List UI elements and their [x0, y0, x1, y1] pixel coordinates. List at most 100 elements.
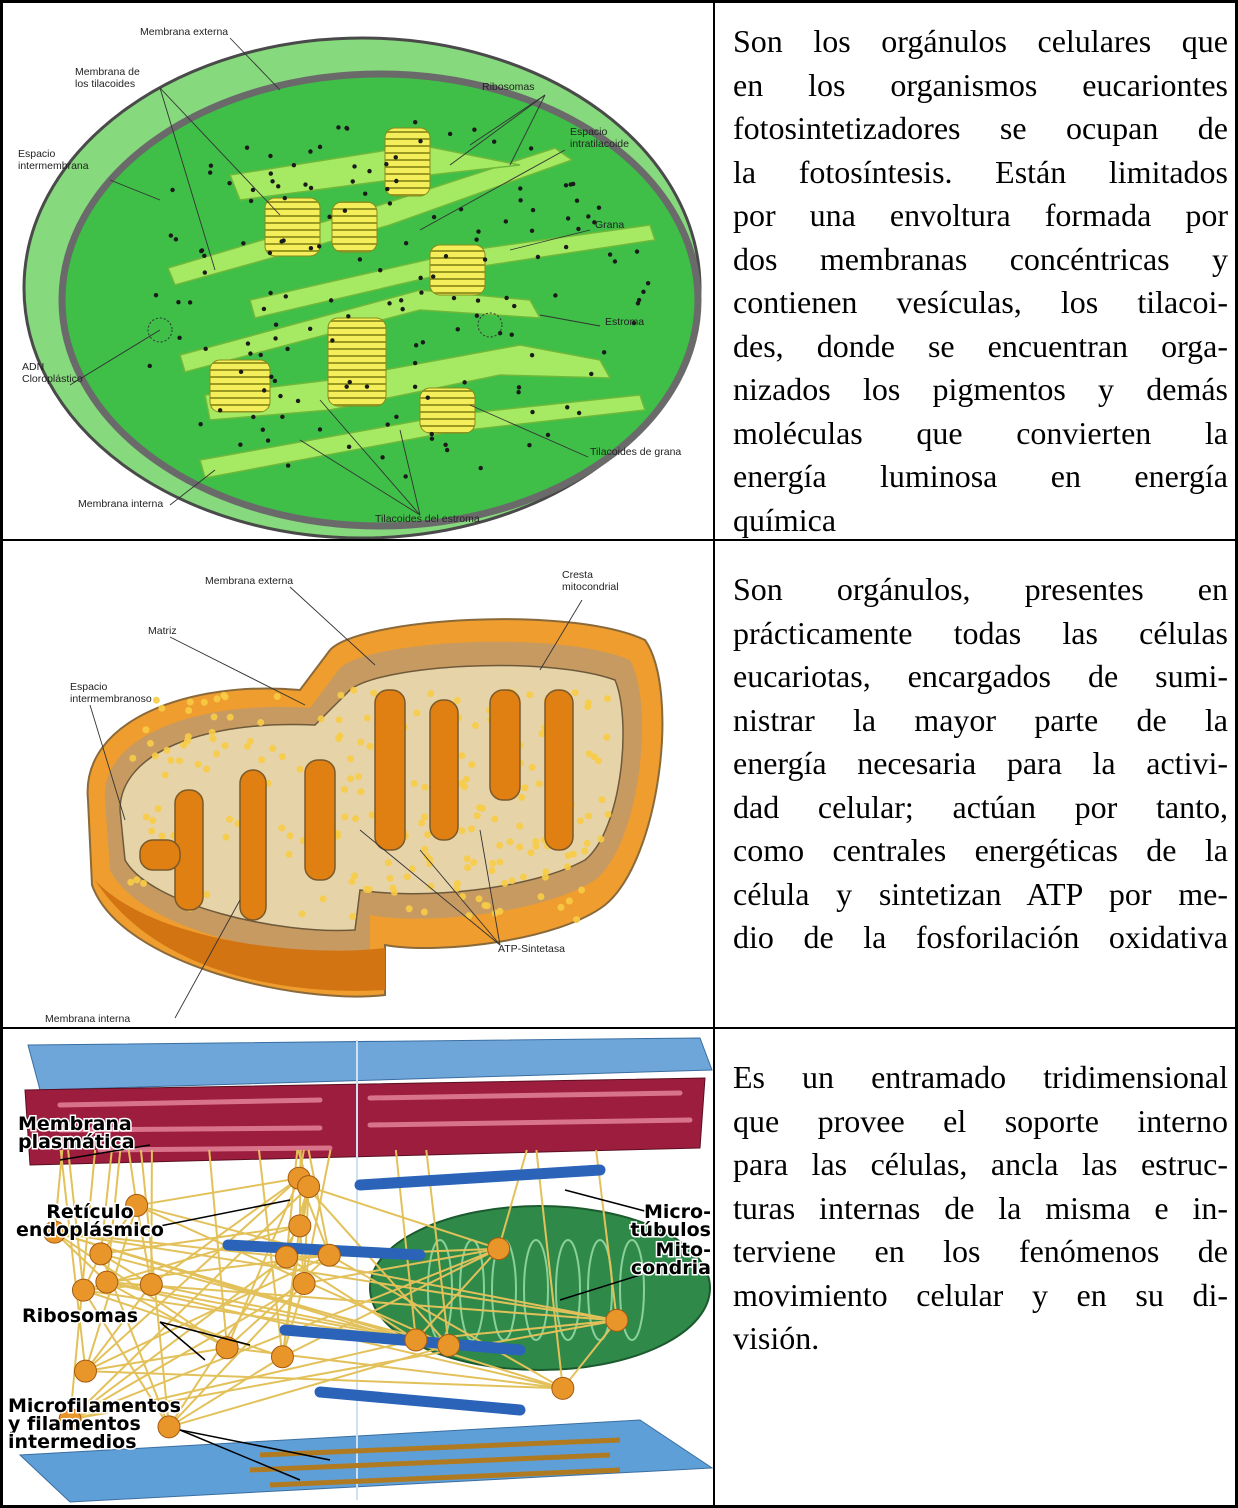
- ribosome-dot: [472, 127, 477, 132]
- matrix-granule: [576, 817, 584, 825]
- matrix-granule: [243, 742, 251, 750]
- ribosome-dot: [420, 340, 426, 345]
- filament: [286, 1255, 618, 1322]
- figure-labels: Membrana externa Membrana de los tilacoide…: [7, 26, 713, 1455]
- mitochondrion-figure: [86, 586, 664, 1019]
- matrix-granule: [481, 901, 489, 909]
- ribosome-dot: [497, 330, 503, 336]
- figure-label: Ribosomas: [482, 81, 535, 93]
- endoplasmic-reticulum: [24, 1077, 706, 1166]
- matrix-granule: [573, 916, 581, 924]
- matrix-granule: [532, 842, 540, 850]
- filament: [307, 1149, 331, 1256]
- leader-line: [469, 404, 589, 458]
- inner-membrane-cut: [95, 880, 385, 991]
- matrix-granule: [213, 695, 221, 703]
- matrix-granule: [203, 891, 211, 899]
- ribosome-dot: [527, 442, 532, 448]
- ribosome-dot: [273, 336, 278, 341]
- ribosome-dot: [645, 281, 651, 286]
- granum: [384, 127, 431, 197]
- ribosome-dot: [528, 146, 534, 151]
- ribosome-dot: [394, 414, 399, 420]
- matrix-granule: [535, 780, 543, 788]
- microfilament: [269, 1467, 621, 1488]
- label-line: Membrana: [18, 1113, 132, 1135]
- label-line: los tilacoides: [75, 78, 135, 90]
- figure-label: Matriz: [148, 625, 177, 637]
- matrix-granule: [584, 703, 592, 711]
- er-lumen: [57, 1097, 323, 1108]
- filament: [85, 1346, 228, 1373]
- dna: [477, 312, 503, 338]
- matrix-granule: [357, 788, 365, 796]
- text-line: dio de la fosforilación oxidativa: [733, 919, 1228, 955]
- matrix-granule: [410, 780, 418, 788]
- ribosome-dot: [444, 447, 450, 453]
- ribosome-dot: [342, 208, 348, 213]
- matrix-granule: [389, 884, 397, 892]
- ribosome-dot: [443, 442, 448, 447]
- matrix-granule: [585, 750, 593, 758]
- ribosome-dot: [268, 153, 273, 159]
- filament: [595, 1149, 618, 1321]
- label-line: túbulos: [630, 1219, 711, 1241]
- matrix-granule: [603, 733, 611, 741]
- ribosome-dot: [516, 389, 521, 395]
- top-plate: [27, 1037, 713, 1091]
- matrix-granule: [285, 850, 293, 858]
- crista: [489, 689, 521, 801]
- filament: [308, 1185, 499, 1250]
- figure-label: Membrana externa: [140, 26, 228, 38]
- leader-line: [89, 704, 126, 821]
- ribosome: [317, 1243, 341, 1267]
- leader-line: [509, 229, 591, 251]
- thylakoid: [179, 289, 542, 373]
- matrix-granule: [386, 874, 394, 882]
- ribosome-dot: [238, 442, 243, 447]
- matrix-granule: [350, 686, 358, 694]
- matrix-granule: [335, 716, 343, 724]
- label-line: Tilacoides del estroma: [375, 513, 480, 525]
- ribosome-dot: [261, 306, 267, 312]
- label-line: Ribosomas: [22, 1305, 138, 1327]
- ribosome-dot: [308, 149, 313, 154]
- ribosome: [71, 1278, 95, 1302]
- description: Son los orgánulos celulares que en los or…: [733, 20, 1228, 542]
- leader-line: [159, 1321, 251, 1346]
- ribosome-dot: [529, 228, 535, 234]
- matrix-granule: [337, 691, 345, 699]
- matrix-granule: [278, 753, 286, 761]
- label-line: intermembranoso: [70, 693, 152, 705]
- ribosome-dot: [265, 438, 271, 443]
- matrix-granule: [496, 858, 504, 866]
- ribosome-dot: [482, 257, 488, 262]
- ribosome-dot: [451, 295, 457, 301]
- ribosome-dot: [586, 214, 591, 219]
- ribosome-dot: [418, 275, 423, 281]
- filament: [85, 1254, 330, 1372]
- ribosome-dot: [478, 465, 483, 471]
- filament: [535, 1149, 564, 1389]
- filament: [106, 1281, 228, 1349]
- matrix-granule: [362, 885, 370, 893]
- matrix-granule: [149, 817, 157, 825]
- mito-crista: [523, 1239, 549, 1341]
- figure-label: Mito-condria: [631, 1239, 711, 1279]
- ribosome-dot: [509, 332, 514, 337]
- matrix-granule: [604, 810, 612, 818]
- ribosome: [139, 1272, 163, 1296]
- matrix-granule: [257, 718, 265, 726]
- filament: [298, 1177, 450, 1347]
- ribosome-dot: [241, 241, 246, 246]
- label-line: Matriz: [148, 625, 177, 637]
- filament: [135, 1205, 153, 1285]
- filament: [69, 1282, 305, 1421]
- matrix-granule: [161, 771, 169, 779]
- ribosome-dot: [574, 198, 580, 203]
- text-line: nistrar la mayor parte de la: [733, 701, 1228, 738]
- ribosome-dot: [474, 237, 479, 242]
- matrix-granule: [506, 838, 514, 846]
- ribosome-dot: [238, 369, 244, 375]
- ribosome: [288, 1214, 312, 1238]
